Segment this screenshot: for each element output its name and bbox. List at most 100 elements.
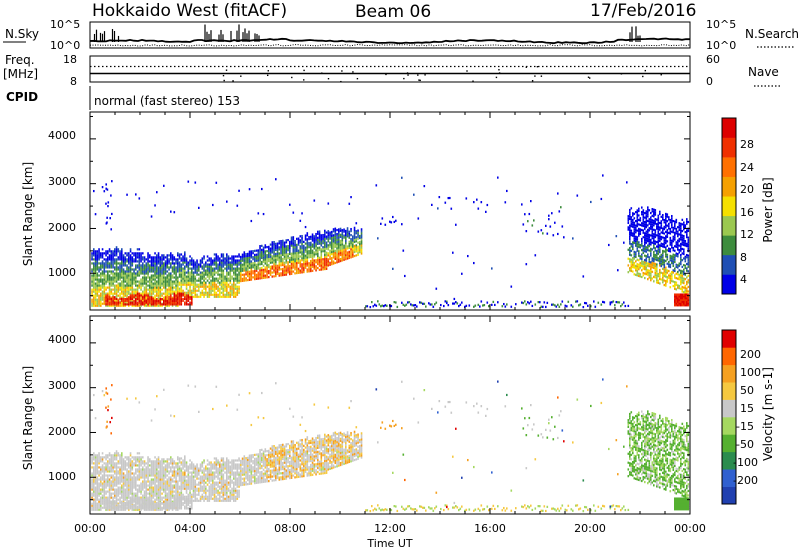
power-cell	[119, 278, 121, 281]
velocity-cell	[108, 470, 111, 473]
power-cell	[194, 263, 197, 266]
power-cell	[456, 302, 459, 305]
power-cell	[98, 274, 100, 277]
power-cell	[684, 302, 687, 305]
power-cell	[161, 258, 163, 261]
power-cell	[152, 278, 155, 281]
power-cell	[651, 232, 654, 235]
power-cell	[145, 278, 148, 281]
power-cell	[290, 260, 293, 263]
power-cell	[91, 270, 93, 273]
velocity-cell	[105, 464, 107, 467]
power-cell	[203, 275, 205, 278]
velocity-cell	[117, 492, 120, 495]
velocity-cell	[114, 482, 116, 485]
velocity-cell	[105, 505, 107, 508]
power-cell	[292, 240, 295, 243]
power-cell	[294, 260, 296, 263]
power-cell	[681, 252, 684, 255]
power-cell	[339, 251, 342, 255]
power-cell	[683, 268, 685, 271]
power-cell	[647, 224, 649, 227]
power-cell	[159, 270, 162, 273]
power-cell	[299, 235, 302, 238]
power-cell	[217, 255, 219, 258]
power-cell	[290, 252, 293, 255]
power-cell	[269, 261, 272, 264]
power-cell	[657, 257, 660, 260]
power-cell	[98, 250, 100, 253]
power-cell	[290, 236, 293, 239]
power-cell	[205, 271, 207, 274]
power-cell	[163, 280, 165, 283]
velocity-cell	[122, 476, 125, 479]
velocity-cell	[105, 501, 107, 505]
power-cell	[280, 272, 282, 275]
power-cell	[656, 281, 658, 284]
power-cell	[224, 275, 226, 278]
power-cell	[173, 264, 176, 267]
power-cell	[198, 269, 200, 272]
velocity-cell	[93, 478, 95, 481]
power-cell	[327, 244, 330, 247]
power-cell	[254, 249, 256, 252]
power-cell	[255, 253, 258, 256]
power-cell	[238, 275, 240, 278]
velocity-cell	[119, 480, 121, 483]
power-cell	[521, 301, 523, 304]
power-cell	[238, 259, 240, 262]
power-cell	[680, 238, 682, 241]
power-cell	[219, 289, 221, 292]
power-cell	[447, 196, 450, 200]
power-cell	[163, 301, 165, 304]
power-cell	[289, 240, 291, 243]
power-cell	[273, 245, 275, 248]
power-cell	[173, 272, 176, 275]
velocity-cell	[103, 488, 106, 491]
power-cell	[636, 216, 639, 219]
power-cell	[100, 264, 102, 267]
power-cell	[136, 297, 139, 301]
power-cell	[121, 262, 123, 265]
power-cell	[320, 248, 323, 251]
power-cell	[648, 229, 651, 232]
power-cell	[128, 252, 130, 255]
power-cell	[678, 275, 681, 279]
velocity-cell	[115, 480, 118, 483]
power-cell	[671, 241, 673, 245]
power-cell	[126, 272, 128, 275]
power-cell	[135, 258, 137, 261]
power-cell	[96, 294, 99, 297]
power-cell	[107, 304, 109, 307]
power-cell	[129, 264, 132, 267]
power-cell	[121, 304, 123, 307]
power-cell	[133, 268, 135, 271]
power-cell	[107, 276, 109, 279]
velocity-cell	[119, 506, 121, 509]
power-cell	[357, 235, 359, 238]
power-cell	[329, 233, 331, 236]
power-cell	[259, 273, 261, 276]
power-cell	[98, 268, 100, 271]
power-cell	[656, 256, 658, 259]
power-cell	[156, 191, 158, 194]
velocity-cell	[121, 500, 123, 503]
velocity-cell	[112, 505, 114, 508]
power-cell	[152, 258, 155, 261]
velocity-cell	[128, 464, 130, 467]
velocity-cell	[128, 501, 130, 505]
power-cell	[524, 300, 526, 303]
power-cell	[662, 256, 664, 259]
power-cell	[138, 266, 141, 269]
power-cell	[194, 293, 197, 296]
power-cell	[308, 270, 310, 273]
power-cell	[238, 263, 240, 266]
power-cell	[306, 242, 309, 245]
power-cell	[124, 297, 127, 301]
power-cell	[196, 295, 198, 298]
power-cell	[308, 262, 310, 265]
power-cell	[131, 303, 134, 306]
power-cell	[243, 273, 246, 276]
power-cell	[114, 268, 116, 271]
power-cell	[192, 283, 195, 286]
